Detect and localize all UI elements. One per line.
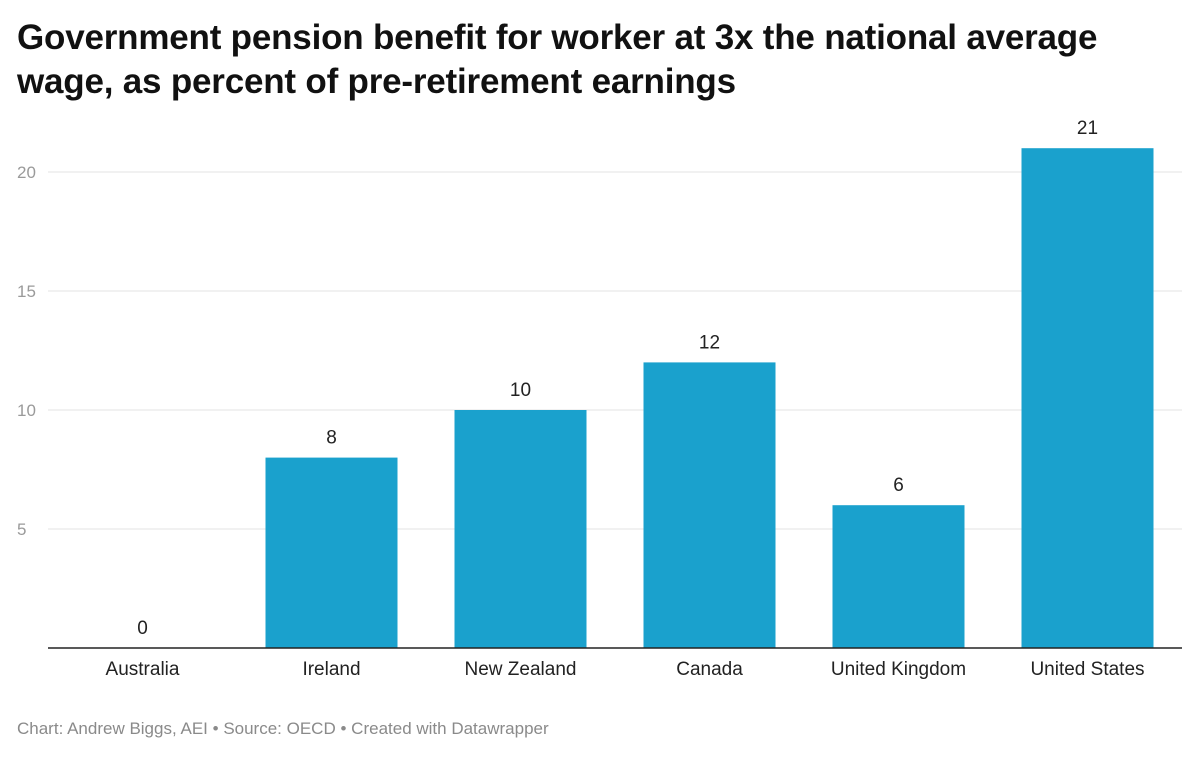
category-label: New Zealand	[465, 659, 577, 680]
y-tick-label: 20	[17, 163, 36, 182]
bar-united-states	[1021, 148, 1154, 648]
bar-united-kingdom	[832, 505, 965, 648]
value-labels: 0 8 10 12 6 21	[137, 118, 1098, 639]
category-label: Australia	[106, 659, 180, 680]
value-label: 10	[510, 380, 531, 401]
category-label: United States	[1030, 659, 1144, 680]
y-tick-label: 10	[17, 401, 36, 420]
bars	[265, 148, 1154, 648]
chart-title: Government pension benefit for worker at…	[17, 18, 1098, 101]
chart-credit: Chart: Andrew Biggs, AEI	[17, 719, 208, 738]
chart-footer: Chart: Andrew Biggs, AEI • Source: OECD …	[17, 719, 549, 739]
created-with-credit: Created with Datawrapper	[351, 719, 549, 738]
footer-separator-1: •	[212, 719, 219, 738]
value-label: 21	[1077, 118, 1098, 139]
y-axis-ticks: 5 10 15 20	[17, 163, 36, 539]
category-label: United Kingdom	[831, 659, 966, 680]
category-label: Canada	[676, 659, 743, 680]
value-label: 0	[137, 618, 148, 639]
footer-separator-2: •	[340, 719, 347, 738]
bar-new-zealand	[454, 410, 587, 648]
category-label: Ireland	[302, 659, 360, 680]
value-label: 12	[699, 332, 720, 353]
gridlines	[48, 171, 1182, 530]
bar-ireland	[265, 457, 398, 648]
value-label: 6	[893, 475, 904, 496]
value-label: 8	[326, 428, 337, 449]
bar-canada	[643, 362, 776, 648]
x-axis-categories: Australia Ireland New Zealand Canada United …	[106, 659, 1145, 680]
y-tick-label: 15	[17, 282, 36, 301]
y-tick-label: 5	[17, 520, 26, 539]
source-credit: Source: OECD	[223, 719, 336, 738]
